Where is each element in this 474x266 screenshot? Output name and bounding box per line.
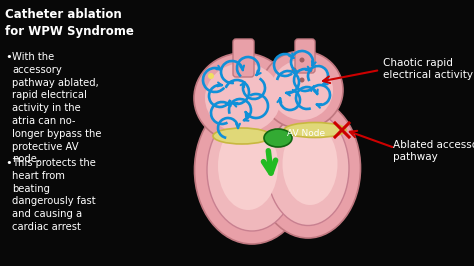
Ellipse shape — [194, 96, 310, 244]
FancyBboxPatch shape — [295, 39, 315, 73]
Ellipse shape — [283, 123, 337, 205]
Text: Chaotic rapid
electrical activity: Chaotic rapid electrical activity — [383, 58, 473, 80]
Text: With the
accessory
pathway ablated,
rapid electrical
activity in the
atria can n: With the accessory pathway ablated, rapi… — [12, 52, 101, 164]
Ellipse shape — [271, 60, 333, 120]
Text: Ablated accessory
pathway: Ablated accessory pathway — [393, 140, 474, 162]
Text: This protects the
heart from
beating
dangerously fast
and causing a
cardiac arre: This protects the heart from beating dan… — [12, 158, 96, 232]
Text: AV Node: AV Node — [287, 128, 325, 138]
Ellipse shape — [213, 128, 271, 144]
Text: •: • — [5, 52, 12, 62]
Ellipse shape — [207, 109, 297, 231]
Ellipse shape — [300, 57, 304, 63]
Ellipse shape — [194, 53, 292, 143]
Ellipse shape — [218, 122, 278, 210]
Ellipse shape — [261, 51, 343, 129]
Ellipse shape — [255, 98, 361, 238]
Ellipse shape — [205, 63, 281, 133]
Ellipse shape — [308, 68, 312, 73]
Text: Catheter ablation
for WPW Syndrome: Catheter ablation for WPW Syndrome — [5, 8, 134, 38]
Ellipse shape — [267, 110, 349, 226]
Ellipse shape — [284, 123, 346, 138]
FancyBboxPatch shape — [233, 39, 254, 77]
Ellipse shape — [300, 77, 304, 82]
Ellipse shape — [292, 68, 297, 73]
Ellipse shape — [264, 129, 292, 147]
Ellipse shape — [208, 73, 214, 79]
Text: •: • — [5, 158, 12, 168]
